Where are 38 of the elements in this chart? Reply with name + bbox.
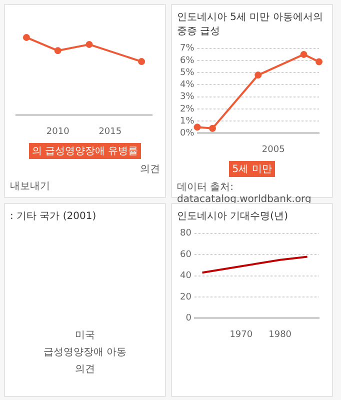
point — [208, 124, 216, 132]
chart-title: 인도네시아 5세 미만 아동에서의 중증 급성 — [177, 11, 324, 38]
point — [316, 58, 322, 66]
text: 의 급성영양장애 유병률 — [28, 143, 142, 159]
y-tick-label: 5% — [180, 68, 195, 78]
text: 의견 — [74, 363, 96, 376]
point — [194, 124, 201, 131]
text: 내보내기 — [10, 180, 51, 193]
text: 데이터 출처: datacatalog.worldbank.org — [177, 181, 312, 205]
point — [300, 50, 308, 58]
point — [22, 34, 30, 41]
y-tick-label: 6% — [180, 56, 195, 66]
y-tick-label: 0 — [186, 314, 192, 324]
x-tick-label: 2015 — [98, 126, 122, 137]
y-tick-label: 40 — [180, 271, 192, 282]
x-tick-label: 2005 — [262, 144, 285, 155]
point — [86, 40, 93, 48]
y-tick-label: 0% — [180, 128, 195, 139]
y-tick-label: 1% — [180, 116, 195, 126]
text: 의견 — [139, 163, 160, 176]
point — [254, 72, 262, 79]
y-tick-label: 60 — [180, 250, 192, 260]
point — [54, 47, 62, 54]
y-tick-label: 4% — [180, 80, 195, 90]
y-tick-label: 7% — [180, 44, 195, 54]
chart-title: 인도네시아 기대수명(년) — [177, 210, 289, 223]
y-tick-label: 2% — [180, 104, 195, 114]
text: 급성영양장애 아동 — [42, 346, 128, 359]
point — [138, 58, 146, 66]
x-tick-label: 1970 — [230, 330, 253, 340]
text: : 기타 국가 (2001) — [10, 210, 98, 223]
y-tick-label: 80 — [180, 228, 192, 239]
y-tick-label: 20 — [180, 292, 192, 302]
x-tick-label: 1980 — [268, 330, 292, 340]
text: 5세 미만 — [229, 161, 275, 177]
y-tick-label: 3% — [180, 92, 195, 102]
text: 미국 — [74, 329, 96, 342]
x-tick-label: 2010 — [46, 126, 70, 137]
